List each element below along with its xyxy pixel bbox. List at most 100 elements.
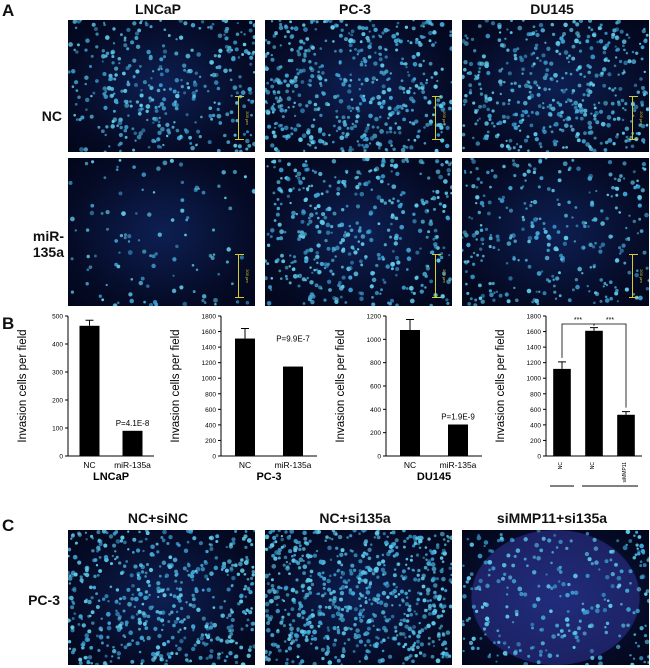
bar — [400, 330, 420, 456]
row-label-nc: NC — [41, 108, 62, 124]
y-tick-label: 200 — [530, 438, 541, 445]
scale-bar: 200 μm — [629, 254, 644, 298]
y-tick-label: 800 — [205, 391, 216, 398]
y-axis-label: Invasion cells per field — [335, 329, 347, 442]
cell-nuclei — [462, 158, 649, 306]
y-tick-label: 1200 — [527, 360, 542, 367]
x-tick-label: siMMP11 — [622, 462, 628, 483]
y-axis-label: Invasion cells per field — [170, 329, 182, 442]
cell-nuclei — [68, 20, 255, 152]
cell-nuclei — [265, 20, 452, 152]
cell-nuclei — [265, 158, 452, 306]
bar — [617, 414, 635, 456]
col-label-lncap: LNCaP — [135, 1, 181, 17]
y-tick-label: 600 — [530, 407, 541, 414]
micrograph-du145-mir135a: 200 μm — [462, 158, 649, 306]
y-tick-label: 1800 — [202, 314, 217, 321]
x-tick-label: NC — [83, 460, 95, 470]
x-tick-label: miR-135a — [275, 460, 312, 470]
x-tick-label: NC — [590, 462, 596, 470]
y-tick-label: 200 — [205, 438, 216, 445]
y-tick-label: 1400 — [202, 345, 217, 352]
col-label-nc-si135a: NC+si135a — [319, 510, 391, 526]
background-glow — [471, 530, 640, 665]
scale-bar: 200 μm — [432, 254, 447, 298]
error-bar — [558, 361, 566, 369]
scale-bar: 200 μm — [432, 96, 447, 140]
y-axis-label: Invasion cells per field — [495, 329, 507, 442]
y-tick-label: 1400 — [527, 345, 542, 352]
x-axis-title: LNCaP — [93, 471, 129, 483]
y-tick-label: 1000 — [367, 337, 382, 344]
scale-bar: 200 μm — [629, 96, 644, 140]
bar — [283, 366, 303, 456]
significance-label: *** — [574, 317, 582, 324]
x-tick-label: miR-135a — [114, 460, 151, 470]
panel-a-letter: A — [2, 1, 15, 20]
bar — [235, 338, 255, 456]
micrograph-lncap-mir135a: 200 μm — [68, 158, 255, 306]
significance-label: *** — [606, 317, 614, 324]
p-value-annotation: P=4.1E-8 — [116, 419, 150, 428]
y-tick-label: 0 — [212, 454, 216, 461]
p-value-annotation: P=9.9E-7 — [276, 335, 310, 344]
micrograph-pc3-nc: 200 μm — [265, 20, 452, 152]
micrograph-pc3-mir135a: 200 μm — [265, 158, 452, 306]
y-axis-label: Invasion cells per field — [17, 329, 29, 442]
y-tick-label: 0 — [59, 454, 63, 461]
chart-du145: Invasion cells per field 0 200 400 600 800 100… — [335, 314, 482, 483]
y-tick-label: 800 — [370, 360, 381, 367]
y-tick-label: 0 — [377, 454, 381, 461]
y-tick-label: 400 — [370, 407, 381, 414]
panel-c-letter: C — [2, 516, 15, 535]
x-tick-label: miR-135a — [440, 460, 477, 470]
y-tick-label: 1200 — [202, 360, 217, 367]
micrograph-lncap-nc: 200 μm — [68, 20, 255, 152]
y-tick-label: 1600 — [202, 329, 217, 336]
y-tick-label: 600 — [370, 384, 381, 391]
y-tick-label: 1200 — [367, 314, 382, 321]
row-label-pc3: PC-3 — [28, 592, 60, 608]
bar — [122, 430, 143, 456]
bar — [448, 424, 468, 456]
x-tick-label: NC — [558, 462, 564, 470]
panel-b-letter: B — [2, 314, 15, 333]
error-bar — [85, 319, 94, 326]
y-tick-label: 1800 — [527, 314, 542, 321]
x-axis-title: PC-3 — [256, 471, 281, 483]
cell-nuclei — [462, 20, 649, 152]
bar — [79, 325, 100, 456]
y-tick-label: 800 — [530, 391, 541, 398]
x-tick-label: NC — [404, 460, 416, 470]
error-bar — [622, 411, 630, 415]
col-label-pc3: PC-3 — [339, 1, 371, 17]
y-tick-label: 1600 — [527, 329, 542, 336]
cell-nuclei — [68, 530, 255, 665]
error-bar — [241, 327, 249, 339]
y-tick-label: 600 — [205, 407, 216, 414]
col-label-simmp11-si135a: siMMP11+si135a — [496, 510, 608, 526]
scale-bar: 200 μm — [235, 96, 250, 140]
y-tick-label: 500 — [52, 314, 63, 321]
cell-nuclei — [68, 158, 255, 306]
p-value-annotation: P=1.9E-9 — [441, 413, 475, 422]
error-bar — [406, 319, 414, 330]
cell-nuclei — [265, 530, 452, 665]
cell-nuclei — [462, 530, 649, 665]
chart-pc3: Invasion cells per field 0 200 400 600 800 100… — [170, 314, 317, 483]
y-tick-label: 100 — [52, 426, 63, 433]
y-tick-label: 400 — [205, 422, 216, 429]
bar — [585, 330, 603, 456]
x-tick-label: NC — [239, 460, 251, 470]
error-bar — [590, 327, 598, 331]
row-label-mir135a: miR-135a — [32, 228, 64, 260]
bar — [553, 368, 571, 456]
chart-lncap: Invasion cells per field 0 100 200 300 400 500… — [17, 314, 154, 483]
chart-pc3-rescue: Invasion cells per field 0 200 400 600 800 100… — [495, 314, 642, 487]
significance-bracket — [593, 323, 627, 408]
micrograph-nc-si135a — [265, 530, 452, 665]
micrograph-nc-sinc — [68, 530, 255, 665]
scale-bar: 200 μm — [235, 254, 250, 298]
x-axis-title: DU145 — [417, 471, 451, 483]
micrograph-simmp11-si135a — [462, 530, 649, 665]
